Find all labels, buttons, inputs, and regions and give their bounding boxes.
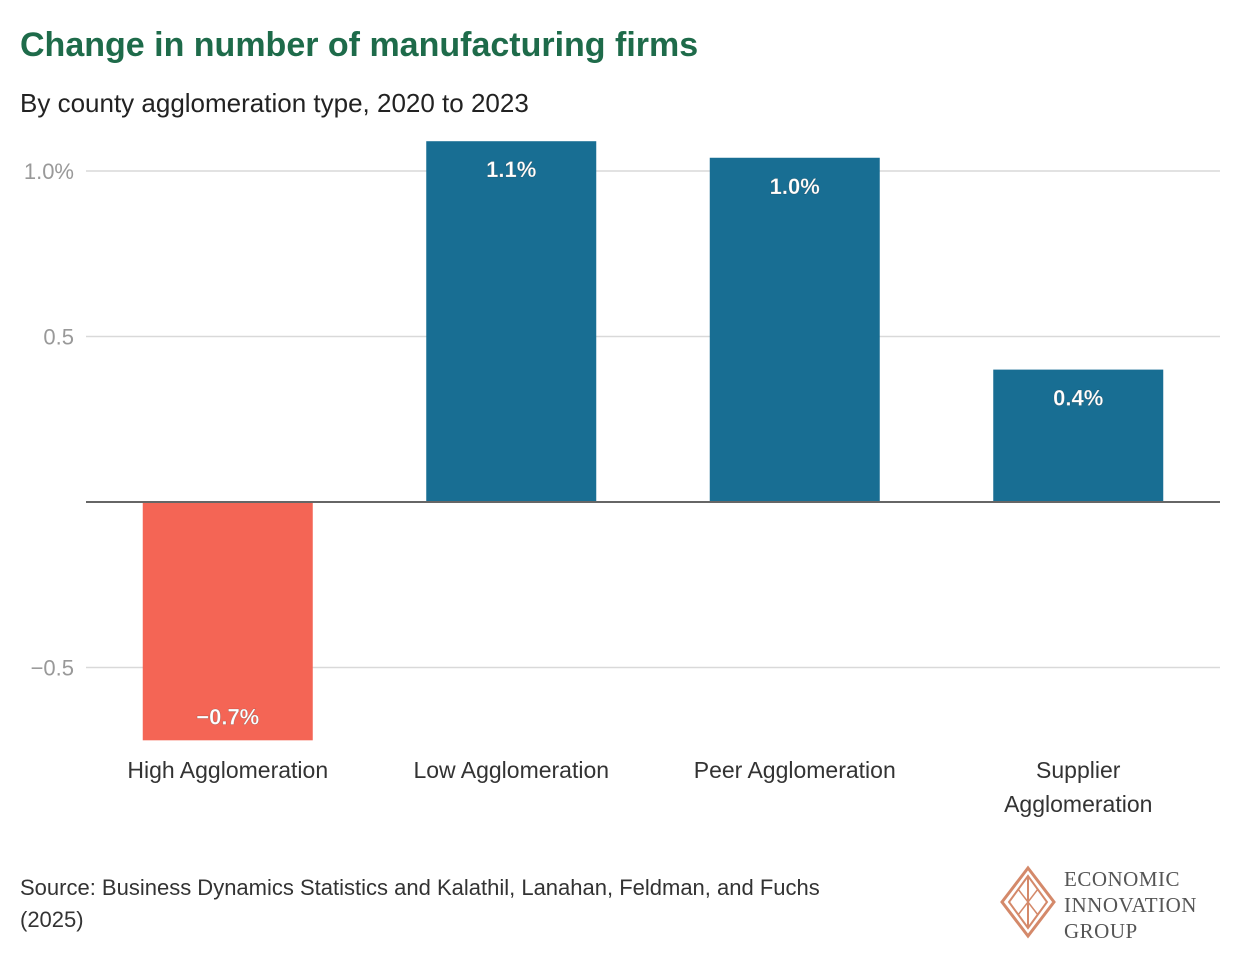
bar [993, 369, 1164, 502]
chart-title: Change in number of manufacturing firms [20, 26, 699, 64]
x-category-label-line: Low Agglomeration [413, 757, 609, 783]
logo-text-economic: ECONOMIC [1064, 867, 1181, 891]
bar [142, 502, 313, 741]
source-note: Source: Business Dynamics Statistics and… [20, 872, 920, 936]
y-tick-label: 0.5 [43, 325, 74, 350]
bar-chart: −0.5 0.5 1.0% −0.7% High Agglomeration 1.1% Lo… [24, 141, 1220, 817]
x-category-label-line: Peer Agglomeration [694, 757, 896, 783]
x-category-label-line: Supplier [1036, 757, 1121, 783]
logo-text-group: GROUP [1064, 919, 1138, 943]
bar-value-label: 1.1% [486, 157, 536, 182]
x-category-label: High Agglomeration [127, 757, 328, 783]
y-tick-label: 1.0% [24, 159, 74, 184]
bar-value-label: 0.4% [1053, 386, 1103, 411]
bar-value-label: −0.7% [196, 704, 259, 729]
chart-subtitle: By county agglomeration type, 2020 to 20… [20, 88, 529, 118]
logo-text-innovation: INNOVATION [1064, 893, 1197, 917]
y-tick-label: −0.5 [31, 656, 74, 681]
diamond-logo-icon [1000, 865, 1056, 939]
x-category-label: Supplier Agglomeration [1004, 757, 1152, 817]
bar [426, 141, 597, 502]
x-category-label-line: High Agglomeration [127, 757, 328, 783]
bar [709, 157, 880, 502]
bar-value-label: 1.0% [770, 174, 820, 199]
x-category-label: Peer Agglomeration [694, 757, 896, 783]
x-category-label: Low Agglomeration [413, 757, 609, 783]
eig-logo: ECONOMIC INNOVATION GROUP [998, 864, 1234, 943]
source-line-1: Source: Business Dynamics Statistics and… [20, 875, 820, 900]
source-line-2: (2025) [20, 907, 84, 932]
x-category-label-line: Agglomeration [1004, 791, 1152, 817]
